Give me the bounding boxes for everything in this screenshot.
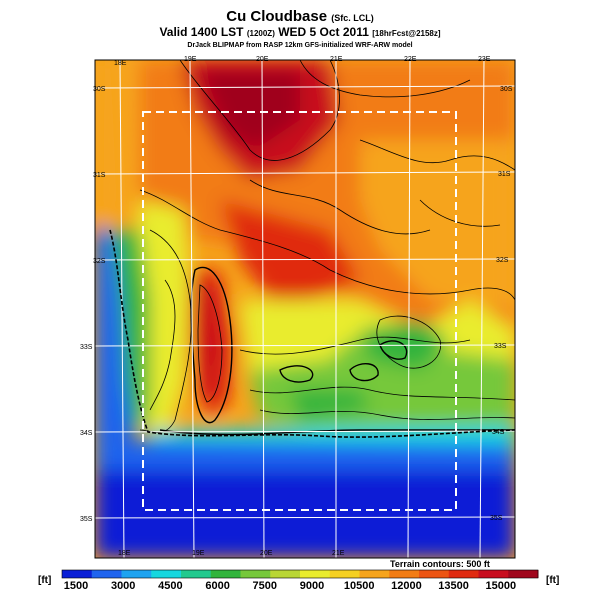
chart-subtitle: Valid 1400 LST (1200Z) WED 5 Oct 2011 [1… — [159, 25, 441, 39]
lat-label-left: 32S — [93, 258, 106, 265]
colorbar — [61, 569, 539, 579]
colorbar-swatch — [419, 570, 450, 578]
colorbar-swatch — [329, 570, 360, 578]
lat-label-right: 32S — [496, 257, 509, 264]
lat-label-right: 30S — [500, 86, 513, 93]
lat-label-right: 35S — [490, 515, 503, 522]
lon-label-top: 20E — [256, 56, 269, 63]
colorbar-tick-label: 13500 — [438, 580, 469, 592]
colorbar-swatch — [121, 570, 152, 578]
grid-labels: 18E 19E 20E 21E 22E 23E 18E 19E 20E 21E … — [80, 56, 513, 557]
colorbar-tick-label: 6000 — [205, 580, 230, 592]
colorbar-swatch — [270, 570, 301, 578]
colorbar-unit-right: [ft] — [546, 575, 560, 586]
colorbar-swatch — [240, 570, 271, 578]
lon-label-bottom: 19E — [192, 550, 205, 557]
lat-lon-grid — [94, 59, 516, 559]
colorbar-tick-label: 7500 — [252, 580, 278, 592]
lon-label-bottom: 20E — [260, 550, 273, 557]
colorbar-swatch — [151, 570, 182, 578]
map-frame — [94, 59, 516, 559]
colorbar-tick-label: 10500 — [343, 580, 375, 592]
colorbar-tick-label: 15000 — [485, 580, 517, 592]
inner-domain-box — [142, 111, 457, 511]
chart-title: Cu Cloudbase (Sfc. LCL) — [226, 8, 374, 25]
lat-label-left: 31S — [93, 172, 106, 179]
colorbar-swatch — [91, 570, 122, 578]
lon-label-bottom: 18E — [118, 550, 131, 557]
lon-label-top: 23E — [478, 56, 491, 63]
colorbar-swatch — [210, 570, 241, 578]
colorbar-tick-label: 4500 — [158, 580, 183, 592]
colorbar-swatch — [508, 570, 539, 578]
lon-label-top: 18E — [114, 60, 127, 67]
lat-label-left: 34S — [80, 430, 93, 437]
lat-label-left: 35S — [80, 516, 93, 523]
colorbar-swatch — [62, 570, 93, 578]
colorbar-unit-left: [ft] — [38, 575, 52, 586]
colorbar-tick-label: 1500 — [63, 580, 89, 592]
lon-label-top: 21E — [330, 56, 343, 63]
colorbar-frame — [61, 569, 539, 579]
lat-label-right: 34S — [492, 429, 505, 436]
lon-label-bottom: 21E — [332, 550, 345, 557]
colorbar-swatch — [359, 570, 390, 578]
colorbar-swatch — [478, 570, 509, 578]
colorbar-tick-label: 3000 — [110, 580, 136, 592]
colorbar-tick-label: 9000 — [299, 580, 325, 592]
lat-label-right: 33S — [494, 343, 507, 350]
field-fill — [95, 60, 515, 558]
colorbar-swatch — [300, 570, 331, 578]
lat-label-right: 31S — [498, 171, 511, 178]
lat-label-left: 33S — [80, 344, 93, 351]
colorbar-swatch — [389, 570, 420, 578]
colorbar-swatch — [448, 570, 479, 578]
coastline — [109, 229, 515, 438]
colorbar-swatch — [181, 570, 212, 578]
lon-label-top: 19E — [184, 56, 197, 63]
model-credit: DrJack BLIPMAP from RASP 12km GFS-initia… — [187, 42, 413, 49]
lon-label-top: 22E — [404, 56, 417, 63]
colorbar-tick-label: 12000 — [391, 580, 422, 592]
terrain-contour-note: Terrain contours: 500 ft — [390, 559, 490, 569]
lat-label-left: 30S — [93, 86, 106, 93]
